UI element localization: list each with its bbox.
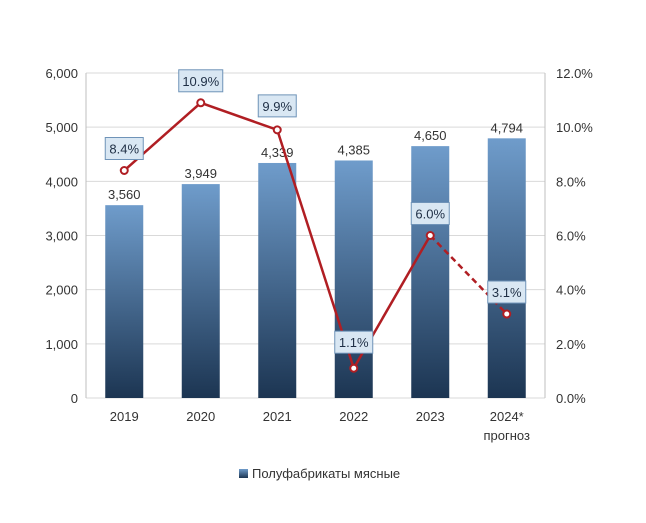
legend: Полуфабрикаты мясные [239,466,400,481]
legend-swatch [239,469,248,478]
label-text: 8.4% [109,142,139,157]
line-segment [200,101,278,132]
bar [181,184,220,398]
x-tick-label: 2024* [490,409,524,424]
line-value-label: 6.0% [410,202,450,225]
label-text: 1.1% [339,335,369,350]
bar [334,160,373,398]
line-segment [123,101,202,172]
label-box [178,69,224,93]
label-text: 9.9% [262,99,292,114]
left-tick-label: 1,000 [45,337,78,352]
label-box [104,137,144,160]
x-tick-label: 2021 [263,409,292,424]
bar-value-labels: 3,560 3,949 4,339 4,385 4,650 4,794 [108,120,523,202]
line-marker [196,98,206,108]
line-value-label: 9.9% [257,94,297,118]
bar-value-label: 3,560 [108,187,141,202]
right-tick-label: 10.0% [556,120,593,135]
label-box [334,330,374,354]
right-tick-label: 6.0% [556,229,586,244]
label-text: 10.9% [182,74,219,89]
x-tick-label: 2020 [186,409,215,424]
x-tick-note: прогноз [484,428,531,443]
x-tick-label: 2019 [110,409,139,424]
left-tick-label: 6,000 [45,66,78,81]
bar-value-label: 4,339 [261,145,294,160]
bar [487,138,526,398]
right-tick-label: 12.0% [556,66,593,81]
right-tick-label: 4.0% [556,283,586,298]
label-text: 6.0% [415,207,445,222]
line-marker [502,309,512,319]
bar-value-label: 4,650 [414,128,447,143]
line-value-label: 1.1% [334,330,374,354]
left-tick-label: 3,000 [45,229,78,244]
label-box [487,280,527,304]
gridlines [85,72,546,399]
x-tick-label: 2022 [339,409,368,424]
label-box [257,94,297,118]
line-segment [276,129,355,369]
line-value-label: 10.9% [178,69,224,93]
right-tick-label: 8.0% [556,174,586,189]
x-tick-label: 2023 [416,409,445,424]
line-marker [119,166,129,175]
line-marker [272,125,282,135]
legend-label: Полуфабрикаты мясные [252,466,400,481]
right-tick-label: 0.0% [556,391,586,406]
bar-value-label: 4,794 [490,120,523,135]
bar-value-label: 4,385 [337,142,370,157]
line-marker [349,363,359,373]
left-tick-label: 0 [71,391,78,406]
line-value-labels: 8.4% 10.9% 9.9% 1.1% 6.0% 3.1% [104,69,527,354]
bar [258,162,297,398]
bar [411,146,450,398]
line-value-label: 3.1% [487,280,527,304]
bar-value-label: 3,949 [184,166,217,181]
x-axis: 2019 2020 2021 2022 2023 2024* прогноз [110,409,530,443]
bar [105,205,144,398]
label-box [410,202,450,225]
left-axis: 0 1,000 2,000 3,000 4,000 5,000 6,000 [45,66,78,406]
left-tick-label: 2,000 [45,283,78,298]
line-marker [425,231,435,240]
right-axis: 0.0% 2.0% 4.0% 6.0% 8.0% 10.0% 12.0% [556,66,593,406]
bar-series [105,138,526,398]
left-tick-label: 5,000 [45,120,78,135]
right-tick-label: 2.0% [556,337,586,352]
left-tick-label: 4,000 [45,174,78,189]
label-text: 3.1% [492,285,522,300]
line-value-label: 8.4% [104,137,144,160]
